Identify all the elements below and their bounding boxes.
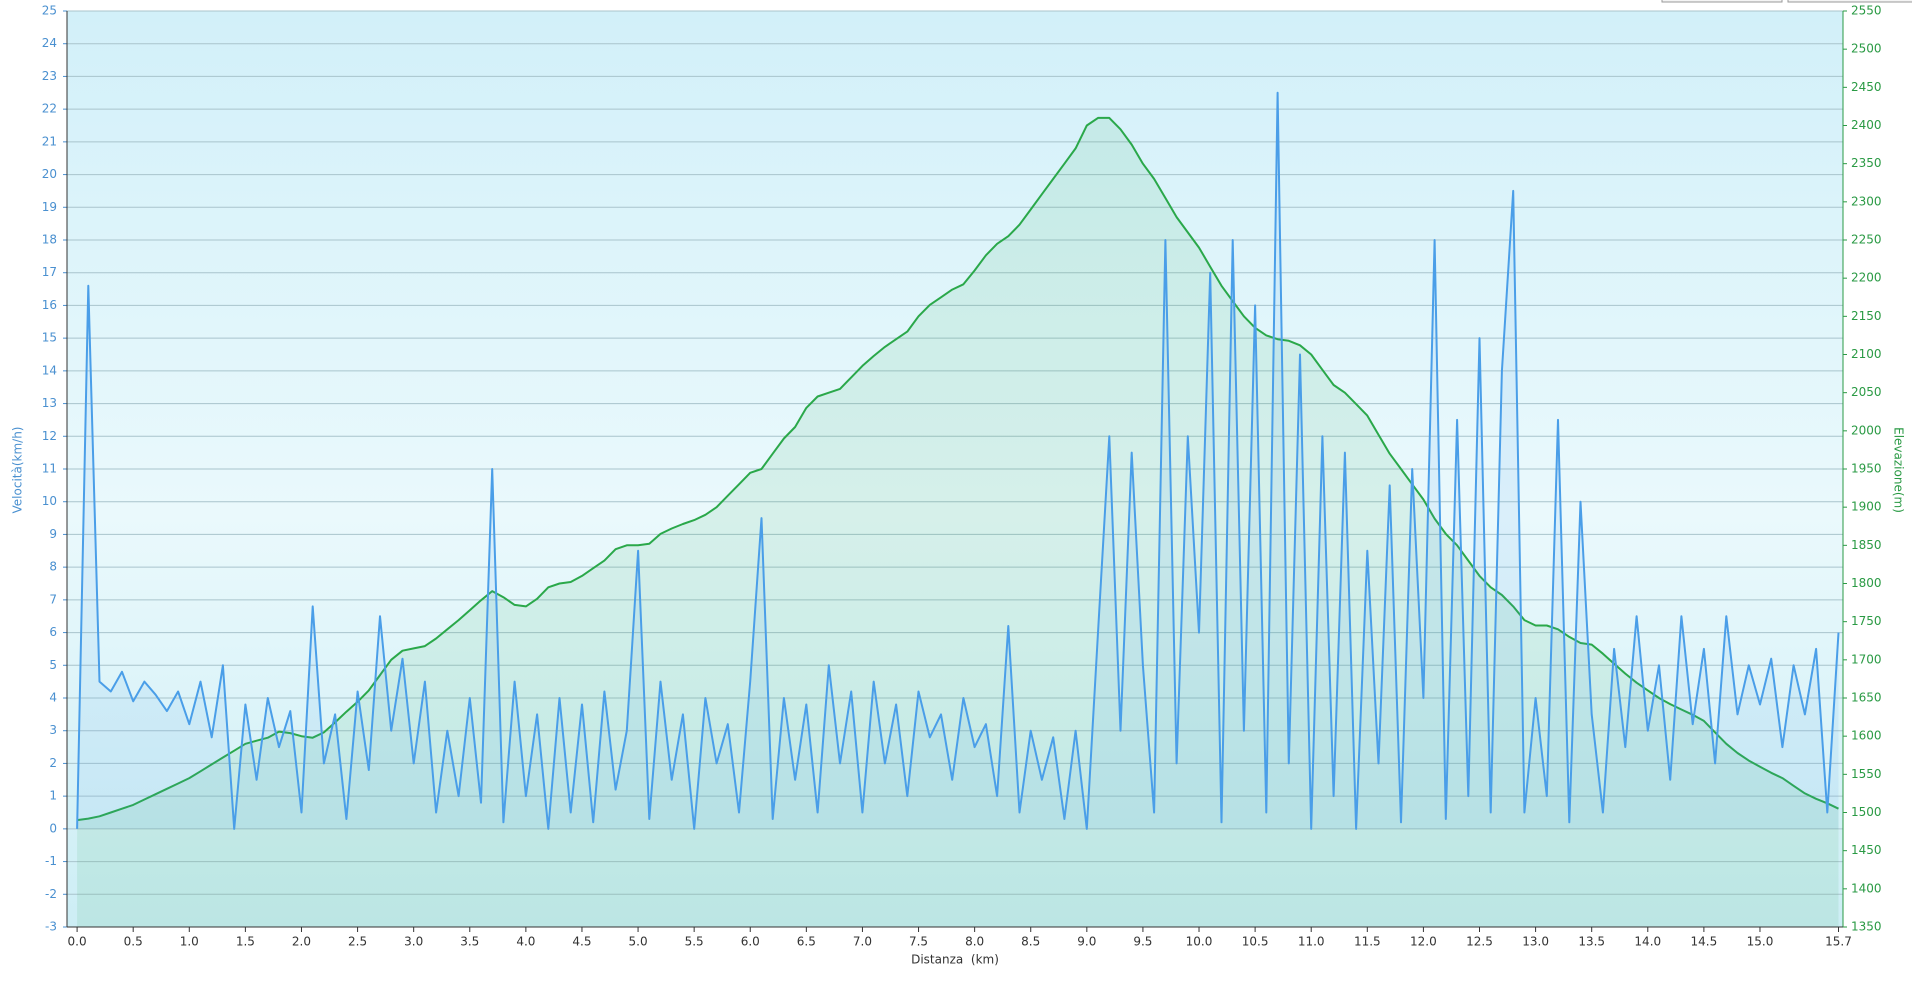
y2-tick-label: 1800 <box>1851 576 1882 590</box>
y-tick-label: 22 <box>42 102 57 116</box>
x-tick-label: 12.0 <box>1410 935 1437 949</box>
x-tick-label: 1.5 <box>236 935 255 949</box>
x-tick-label: 0.5 <box>124 935 143 949</box>
x-tick-label: 9.5 <box>1133 935 1152 949</box>
y-tick-label: 11 <box>42 462 57 476</box>
x-tick-label: 4.0 <box>516 935 535 949</box>
x-tick-label: 11.0 <box>1298 935 1325 949</box>
area <box>77 92 1839 829</box>
x-axis-label: Distanza (km) <box>911 953 999 967</box>
x-tick-label: 13.5 <box>1578 935 1605 949</box>
x-tick-label: 2.5 <box>348 935 367 949</box>
y2-tick-label: 2050 <box>1851 385 1882 399</box>
x-tick-label: 4.5 <box>572 935 591 949</box>
y-tick-label: 24 <box>42 36 57 50</box>
y2-tick-label: 1950 <box>1851 462 1882 476</box>
y2-tick-label: 2400 <box>1851 118 1882 132</box>
x-tick-label: 9.0 <box>1077 935 1096 949</box>
x-tick-label: 11.5 <box>1354 935 1381 949</box>
y-tick-label: 9 <box>49 527 57 541</box>
y2-tick-label: 1900 <box>1851 500 1882 514</box>
y-tick-label: 0 <box>49 821 57 835</box>
x-tick-label: 10.0 <box>1186 935 1213 949</box>
y2-tick-label: 1750 <box>1851 614 1882 628</box>
x-tick-label: 14.0 <box>1634 935 1661 949</box>
y-tick-label: 20 <box>42 167 57 181</box>
x-tick-label: 3.0 <box>404 935 423 949</box>
plot-area: -3-2-10123456789101112131415161718192021… <box>42 4 1882 949</box>
y-tick-label: 4 <box>49 691 57 705</box>
x-tick-label: 6.5 <box>797 935 816 949</box>
x-tick-label: 10.5 <box>1242 935 1269 949</box>
x-tick-label: 3.5 <box>460 935 479 949</box>
y-tick-label: 19 <box>42 200 57 214</box>
y2-tick-label: 2500 <box>1851 42 1882 56</box>
y2-tick-label: 1450 <box>1851 843 1882 857</box>
y2-tick-label: 1650 <box>1851 691 1882 705</box>
y2-tick-label: 2450 <box>1851 80 1882 94</box>
y2-tick-label: 1350 <box>1851 920 1882 934</box>
x-tick-label: 7.5 <box>909 935 928 949</box>
x-tick-label: 2.0 <box>292 935 311 949</box>
y-tick-label: 5 <box>49 658 57 672</box>
y-tick-label: 13 <box>42 396 57 410</box>
y-tick-label: 1 <box>49 789 57 803</box>
y2-tick-label: 2250 <box>1851 233 1882 247</box>
y-tick-label: 12 <box>42 429 57 443</box>
x-tick-label: 6.0 <box>741 935 760 949</box>
y-tick-label: 14 <box>42 363 57 377</box>
x-tick-label: 12.5 <box>1466 935 1493 949</box>
toolbar-button[interactable] <box>1661 0 1783 3</box>
y2-tick-label: 2150 <box>1851 309 1882 323</box>
x-tick-label: 14.5 <box>1691 935 1718 949</box>
y-tick-label: -1 <box>45 854 57 868</box>
y-tick-label: 17 <box>42 265 57 279</box>
x-tick-label: 1.0 <box>180 935 199 949</box>
y2-tick-label: 1700 <box>1851 652 1882 666</box>
toolbar-button[interactable] <box>1787 0 1912 3</box>
y-tick-label: 8 <box>49 560 57 574</box>
y-tick-label: 18 <box>42 233 57 247</box>
y-tick-label: 2 <box>49 756 57 770</box>
line <box>76 91 1840 830</box>
x-tick-label: 8.5 <box>1021 935 1040 949</box>
y-tick-label: 16 <box>42 298 57 312</box>
y-axis-label: Velocità(km/h) <box>11 427 25 514</box>
y-tick-label: 25 <box>42 4 57 18</box>
y2-axis-label: Elevazione(m) <box>1892 427 1906 513</box>
y2-tick-label: 2000 <box>1851 423 1882 437</box>
x-tick-label: 7.0 <box>853 935 872 949</box>
y2-tick-label: 1400 <box>1851 881 1882 895</box>
y2-tick-label: 2100 <box>1851 347 1882 361</box>
y-tick-label: -3 <box>45 920 57 934</box>
x-tick-label: 13.0 <box>1522 935 1549 949</box>
y2-tick-label: 2300 <box>1851 194 1882 208</box>
y2-tick-label: 1600 <box>1851 729 1882 743</box>
y-tick-label: -2 <box>45 887 57 901</box>
y-tick-label: 23 <box>42 69 57 83</box>
y2-tick-label: 2200 <box>1851 271 1882 285</box>
x-tick-label: 15.0 <box>1747 935 1774 949</box>
x-tick-label: 0.0 <box>68 935 87 949</box>
y2-tick-label: 1550 <box>1851 767 1882 781</box>
y2-tick-label: 2550 <box>1851 4 1882 18</box>
y-tick-label: 10 <box>42 494 57 508</box>
x-tick-label: 5.0 <box>629 935 648 949</box>
y2-tick-label: 2350 <box>1851 156 1882 170</box>
y-tick-label: 3 <box>49 723 57 737</box>
x-tick-label: 15.7 <box>1825 935 1852 949</box>
y2-tick-label: 1850 <box>1851 538 1882 552</box>
x-tick-label: 5.5 <box>685 935 704 949</box>
line <box>76 116 1839 822</box>
x-tick-label: 8.0 <box>965 935 984 949</box>
y-tick-label: 21 <box>42 134 57 148</box>
y-tick-label: 6 <box>49 625 57 639</box>
y-tick-label: 7 <box>49 592 57 606</box>
y2-tick-label: 1500 <box>1851 805 1882 819</box>
y-tick-label: 15 <box>42 331 57 345</box>
